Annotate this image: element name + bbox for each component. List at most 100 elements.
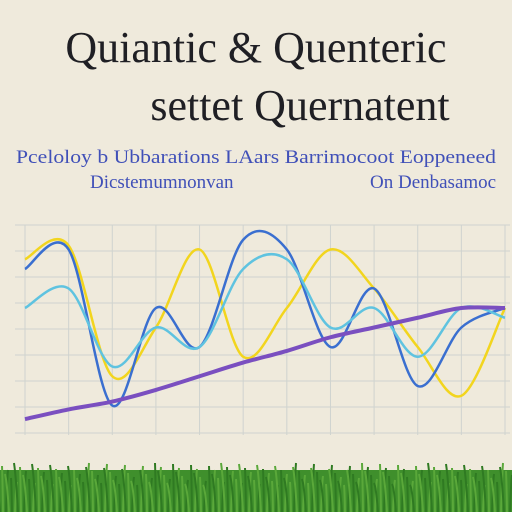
- grass-blade: [226, 466, 229, 512]
- grass-blade: [55, 468, 58, 512]
- grass-blade: [10, 477, 13, 512]
- grass-blade: [298, 470, 301, 512]
- grass-blade: [445, 463, 451, 512]
- grass-blade: [85, 466, 91, 512]
- grass-blade: [136, 484, 139, 512]
- plot: [24, 229, 507, 422]
- grass-blade: [271, 480, 274, 512]
- grass-blade: [283, 477, 289, 512]
- grass-blade: [265, 476, 271, 512]
- grass-blade: [433, 466, 436, 512]
- grass-blade: [58, 476, 64, 512]
- grass-blade: [325, 483, 328, 512]
- grass-blade: [343, 484, 346, 512]
- grass-blade: [67, 465, 73, 512]
- grass-blade: [487, 469, 490, 512]
- grass-blade: [316, 471, 319, 512]
- grass-blade: [139, 469, 145, 512]
- grass-blade: [451, 467, 454, 512]
- grass-blade: [31, 463, 37, 512]
- grass-blade: [256, 464, 262, 512]
- grass-blade: [184, 483, 190, 512]
- grass-blade: [1, 465, 4, 512]
- grass-blade: [262, 468, 265, 512]
- grid: [15, 224, 510, 435]
- grass-blade: [163, 474, 166, 512]
- grass-blade: [157, 470, 163, 512]
- grass-blade: [436, 474, 442, 512]
- grass-blade: [400, 472, 406, 512]
- grass-blade: [202, 484, 208, 512]
- grass-blade: [154, 462, 157, 512]
- grass-blade: [301, 478, 307, 512]
- grass-blade: [418, 473, 424, 512]
- grass-blade: [229, 474, 235, 512]
- grass-blade: [505, 470, 508, 512]
- grass-blade: [328, 468, 334, 512]
- grass-blade: [127, 472, 130, 512]
- grass-blade: [82, 481, 85, 512]
- grass-blade: [310, 467, 316, 512]
- grass-blade: [208, 465, 211, 512]
- grass-blade: [130, 480, 136, 512]
- grass-blade: [382, 471, 388, 512]
- annotation: Pceloloy b Ubbarations LAars Barrimocoot…: [16, 147, 497, 168]
- grass-blade: [172, 463, 175, 512]
- grass-blade: [247, 475, 253, 512]
- grass-blade: [28, 478, 31, 512]
- grass-blade: [334, 472, 337, 512]
- annotation: On Denbasamoc: [370, 172, 496, 193]
- grass-blade: [415, 465, 418, 512]
- grass-blade: [13, 462, 19, 512]
- grass-blade: [103, 467, 109, 512]
- grass-blade: [499, 466, 505, 512]
- grass-blade: [388, 475, 391, 512]
- grass-blade: [91, 470, 94, 512]
- grass-blade: [274, 465, 280, 512]
- chart-subtitle: settet Quernatent: [150, 81, 449, 130]
- grass-blade: [406, 476, 409, 512]
- grass-blade: [175, 471, 181, 512]
- grass-blade: [409, 484, 415, 512]
- grass-blade: [391, 483, 397, 512]
- series-line: [24, 237, 507, 398]
- grass-blade: [238, 463, 244, 512]
- grass-blade: [190, 464, 193, 512]
- grass-blade: [4, 473, 10, 512]
- grass-blade: [361, 462, 364, 512]
- series-line: [24, 229, 506, 408]
- grass-blade: [19, 466, 22, 512]
- grass-blade: [454, 475, 460, 512]
- grass-blade: [148, 481, 154, 512]
- grass-blade: [121, 468, 127, 512]
- grass-blade: [49, 464, 55, 512]
- grass-blade: [370, 474, 373, 512]
- grass-blade: [253, 479, 256, 512]
- grass-blade: [463, 464, 469, 512]
- grass-blade: [22, 474, 28, 512]
- series-line: [24, 252, 506, 369]
- grass-blade: [373, 482, 379, 512]
- grass-blade: [193, 472, 199, 512]
- grass-blade: [166, 482, 172, 512]
- grass-blade: [292, 466, 298, 512]
- grass-blade: [118, 483, 121, 512]
- grass-blade: [64, 480, 67, 512]
- grass-blade: [490, 477, 496, 512]
- grass-blade: [355, 481, 361, 512]
- grass-blade: [337, 480, 343, 512]
- annotation: Dicstemumnonvan: [90, 172, 234, 193]
- grass-blade: [352, 473, 355, 512]
- chart-title: Quiantic & Quenteric: [65, 23, 446, 72]
- grass-blade: [76, 477, 82, 512]
- grass-blade: [100, 482, 103, 512]
- grass-blade: [235, 478, 238, 512]
- grass-blade: [469, 468, 472, 512]
- series-line: [24, 305, 506, 422]
- grass-blade: [307, 482, 310, 512]
- grass-blade: [496, 481, 499, 512]
- grass-blade: [73, 469, 76, 512]
- grass-blade: [37, 467, 40, 512]
- grass-blade: [460, 479, 463, 512]
